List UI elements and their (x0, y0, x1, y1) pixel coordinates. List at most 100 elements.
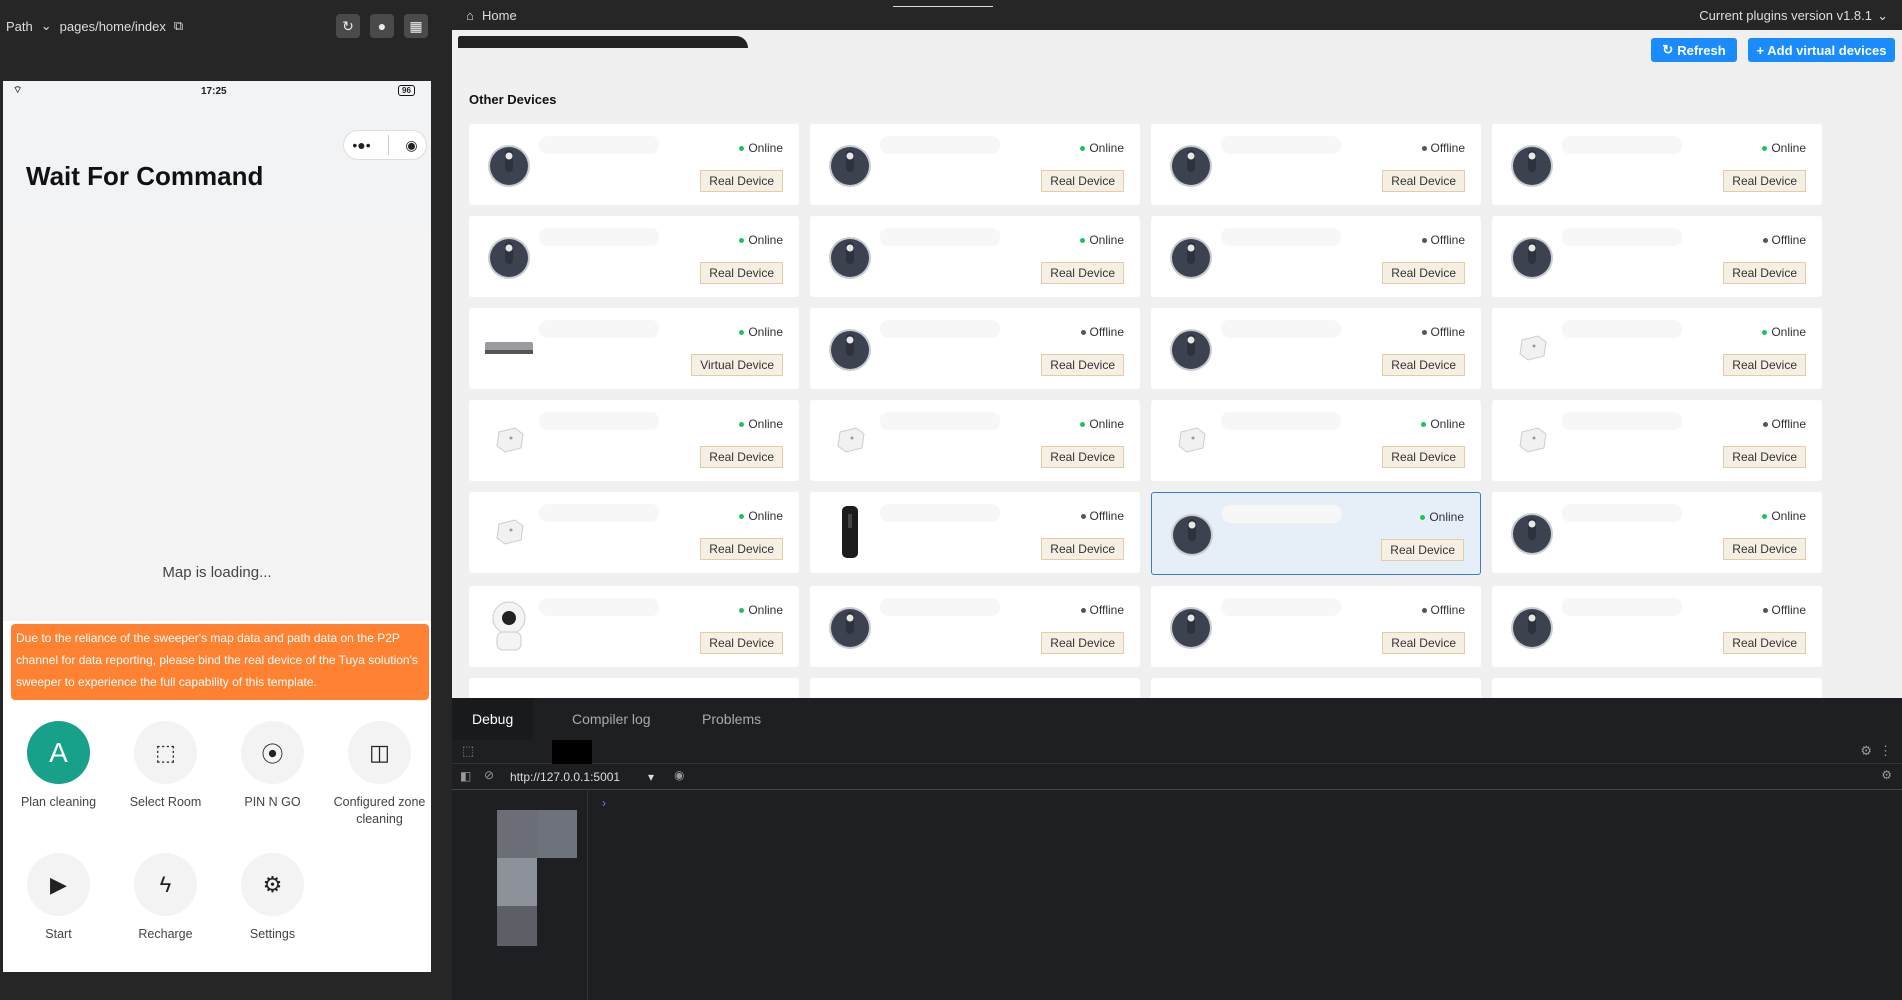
drag-handle[interactable] (893, 6, 993, 7)
device-type-tag[interactable]: Real Device (1382, 262, 1465, 284)
device-card[interactable] (810, 678, 1140, 698)
chevron-down-icon[interactable]: ⌄ (1877, 8, 1888, 23)
user-icon[interactable]: ● (370, 14, 394, 38)
device-type-tag[interactable]: Real Device (1041, 170, 1124, 192)
device-type-tag[interactable]: Real Device (1041, 446, 1124, 468)
tab-debug[interactable]: Debug (452, 698, 534, 740)
play-icon[interactable]: ▶ (27, 853, 90, 916)
inspect-icon[interactable]: ⬚ (462, 743, 475, 758)
device-card[interactable]: Online Real Device (810, 124, 1140, 205)
grid-icon[interactable]: ▦ (404, 14, 428, 38)
device-type-tag[interactable]: Virtual Device (691, 354, 783, 376)
device-card[interactable] (1151, 678, 1481, 698)
device-type-tag[interactable]: Real Device (1041, 262, 1124, 284)
device-type-tag[interactable]: Real Device (700, 446, 783, 468)
version-label[interactable]: Current plugins version v1.8.1 (1699, 8, 1872, 23)
device-card[interactable]: Online Real Device (1151, 400, 1481, 481)
device-card[interactable]: Offline Real Device (1492, 400, 1822, 481)
sidebar-toggle-icon[interactable]: ◧ (460, 769, 472, 783)
device-type-tag[interactable]: Real Device (700, 538, 783, 560)
action-plan-cleaning[interactable]: A Plan cleaning (5, 721, 112, 828)
breadcrumb-home[interactable]: Home (482, 8, 517, 23)
device-type-tag[interactable]: Real Device (1382, 632, 1465, 654)
more-icon[interactable]: •●• (352, 137, 371, 153)
context-url[interactable]: http://127.0.0.1:5001 (510, 770, 621, 784)
device-type-tag[interactable]: Real Device (700, 262, 783, 284)
device-card[interactable]: Offline Real Device (1492, 586, 1822, 667)
device-type-tag[interactable]: Real Device (1041, 538, 1124, 560)
device-type-tag[interactable]: Real Device (700, 632, 783, 654)
device-card[interactable]: Offline Real Device (1151, 124, 1481, 205)
device-card[interactable] (469, 678, 799, 698)
device-card[interactable]: Offline Real Device (1151, 308, 1481, 389)
device-card[interactable]: Online Real Device (469, 400, 799, 481)
add-virtual-devices-button[interactable]: + Add virtual devices (1748, 38, 1895, 62)
action-select-room[interactable]: ⬚ Select Room (112, 721, 219, 828)
device-type-tag[interactable]: Real Device (1382, 170, 1465, 192)
eye-icon[interactable]: ◉ (674, 768, 685, 782)
device-card[interactable]: Offline Real Device (810, 492, 1140, 573)
device-card[interactable]: Offline Real Device (1151, 216, 1481, 297)
home-icon[interactable]: ⌂ (466, 8, 474, 23)
kebab-icon[interactable]: ⋮ (1879, 743, 1892, 758)
plan-cleaning-icon[interactable]: A (27, 721, 90, 784)
gear-icon[interactable]: ⚙ (241, 853, 304, 916)
copy-icon[interactable]: ⧉ (173, 18, 184, 33)
status-text: Online (748, 417, 783, 431)
tab-compiler-log[interactable]: Compiler log (572, 711, 651, 727)
device-card[interactable]: Offline Real Device (1151, 586, 1481, 667)
map-area[interactable]: Map is loading... (3, 231, 431, 621)
select-room-icon[interactable]: ⬚ (134, 721, 197, 784)
action-configured-zone-cleaning[interactable]: ◫ Configured zone cleaning (326, 721, 431, 828)
device-card[interactable]: Online Real Device (1492, 124, 1822, 205)
device-card[interactable]: Online Real Device (469, 216, 799, 297)
device-card[interactable]: Online Real Device (810, 400, 1140, 481)
device-card[interactable]: Online Real Device (469, 492, 799, 573)
tab-problems[interactable]: Problems (702, 711, 762, 727)
reload-icon[interactable]: ↻ (336, 14, 360, 38)
console-prompt-icon[interactable]: › (602, 796, 606, 810)
gear-icon[interactable]: ⚙ (1881, 768, 1892, 782)
chevron-down-icon[interactable]: ⌄ (40, 18, 52, 33)
gear-icon[interactable]: ⚙ (1860, 743, 1872, 758)
device-card[interactable]: Online Real Device (469, 586, 799, 667)
device-card[interactable]: Offline Real Device (1492, 216, 1822, 297)
wifi-icon: ⌔ (13, 85, 23, 96)
record-icon[interactable]: ◉ (405, 136, 418, 153)
device-type-tag[interactable]: Real Device (1723, 538, 1806, 560)
device-type-tag[interactable]: Real Device (1723, 632, 1806, 654)
device-card[interactable]: Online Real Device (1492, 308, 1822, 389)
device-card[interactable]: Online Virtual Device (469, 308, 799, 389)
action-recharge[interactable]: ϟ Recharge (112, 853, 219, 943)
device-type-tag[interactable]: Real Device (1382, 446, 1465, 468)
zone-icon[interactable]: ◫ (348, 721, 411, 784)
device-card[interactable]: Online Real Device (1151, 492, 1481, 575)
action-start[interactable]: ▶ Start (5, 853, 112, 943)
caret-down-icon[interactable]: ▾ (648, 770, 655, 784)
device-type-tag[interactable]: Real Device (1041, 354, 1124, 376)
pin-icon[interactable]: ⦿ (241, 721, 304, 784)
device-card[interactable]: Online Real Device (810, 216, 1140, 297)
clear-console-icon[interactable]: ⊘ (484, 768, 495, 782)
device-type-tag[interactable]: Real Device (1382, 354, 1465, 376)
device-card[interactable]: Online Real Device (1492, 492, 1822, 573)
page-title: Wait For Command (26, 161, 264, 191)
refresh-button[interactable]: ↻ Refresh (1651, 38, 1737, 62)
device-card[interactable]: Offline Real Device (810, 586, 1140, 667)
bolt-icon[interactable]: ϟ (134, 853, 197, 916)
action-pin-n-go[interactable]: ⦿ PIN N GO (219, 721, 326, 828)
device-type-tag[interactable]: Real Device (1041, 632, 1124, 654)
path-label[interactable]: Path (6, 18, 33, 34)
device-type-tag[interactable]: Real Device (1723, 446, 1806, 468)
device-card[interactable] (1492, 678, 1822, 698)
redacted-name (1562, 228, 1682, 246)
device-type-tag[interactable]: Real Device (1723, 170, 1806, 192)
device-type-tag[interactable]: Real Device (1723, 354, 1806, 376)
camera-icon (483, 600, 535, 652)
device-type-tag[interactable]: Real Device (1723, 262, 1806, 284)
device-card[interactable]: Online Real Device (469, 124, 799, 205)
action-settings[interactable]: ⚙ Settings (219, 853, 326, 943)
device-type-tag[interactable]: Real Device (1381, 539, 1464, 561)
device-card[interactable]: Offline Real Device (810, 308, 1140, 389)
device-type-tag[interactable]: Real Device (700, 170, 783, 192)
